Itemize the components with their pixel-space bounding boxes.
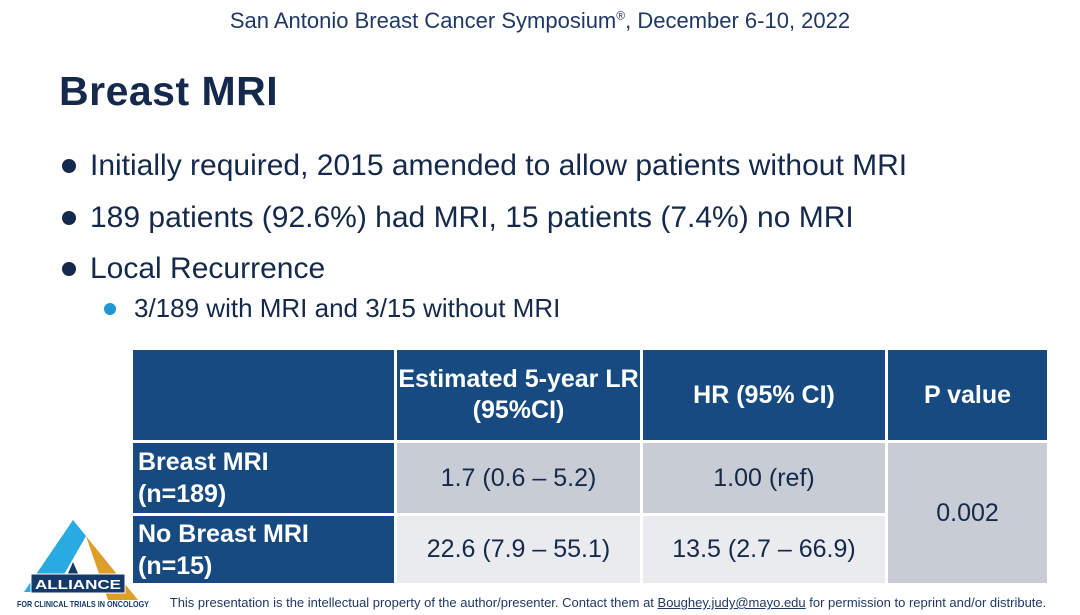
results-table: Estimated 5-year LR (95%CI) HR (95% CI) … <box>130 347 1050 586</box>
table-header-pvalue: P value <box>885 347 1050 443</box>
table-header-hr: HR (95% CI) <box>640 347 888 443</box>
p-value-cell: 0.002 <box>885 440 1050 586</box>
bullet-icon <box>62 262 76 276</box>
row-label-no-breast-mri: No Breast MRI (n=15) <box>130 513 397 586</box>
bullet-item-local-recurrence: Local Recurrence <box>62 252 325 286</box>
table-header-row: Estimated 5-year LR (95%CI) HR (95% CI) … <box>130 347 1050 443</box>
logo-tagline: FOR CLINICAL TRIALS IN ONCOLOGY <box>17 599 149 609</box>
logo-name: ALLIANCE <box>35 577 121 592</box>
bullet-text: Initially required, 2015 amended to allo… <box>90 149 908 182</box>
lr-value-no-breast-mri: 22.6 (7.9 – 55.1) <box>394 513 643 586</box>
bullet-text: Local Recurrence <box>90 252 326 285</box>
page-title: Breast MRI <box>59 68 279 114</box>
lr-value-breast-mri: 1.7 (0.6 – 5.2) <box>394 440 643 516</box>
logo-banner <box>30 573 126 594</box>
contact-email-link[interactable]: Boughey.judy@mayo.edu <box>657 595 806 610</box>
bullet-item-mri-requirement: Initially required, 2015 amended to allo… <box>62 149 907 183</box>
footer-text-pre: This presentation is the intellectual pr… <box>169 595 658 610</box>
table-row-no-breast-mri: No Breast MRI (n=15) 22.6 (7.9 – 55.1) 1… <box>130 513 1049 586</box>
table-header-estimated-lr: Estimated 5-year LR (95%CI) <box>394 347 643 443</box>
hr-value-no-breast-mri: 13.5 (2.7 – 66.9) <box>640 513 888 586</box>
conference-name: San Antonio Breast Cancer Symposium <box>229 8 617 33</box>
bullet-text: 189 patients (92.6%) had MRI, 15 patient… <box>90 201 854 234</box>
registered-trademark-mark: ® <box>616 8 626 23</box>
sub-bullet-item-recurrence-counts: 3/189 with MRI and 3/15 without MRI <box>104 293 560 324</box>
footer-disclaimer: This presentation is the intellectual pr… <box>140 595 1076 610</box>
footer-text-post: for permission to reprint and/or distrib… <box>805 595 1047 610</box>
bullet-icon <box>62 211 76 225</box>
row-label-breast-mri: Breast MRI (n=189) <box>130 440 397 516</box>
table-row-breast-mri: Breast MRI (n=189) 1.7 (0.6 – 5.2) 1.00 … <box>130 440 1050 586</box>
conference-header: San Antonio Breast Cancer Symposium®, De… <box>0 8 1080 34</box>
table-header-empty <box>130 347 397 443</box>
bullet-icon <box>62 159 76 173</box>
sub-bullet-icon <box>104 302 116 315</box>
bullet-item-patient-counts: 189 patients (92.6%) had MRI, 15 patient… <box>62 201 854 235</box>
hr-value-breast-mri: 1.00 (ref) <box>640 440 888 516</box>
sub-bullet-text: 3/189 with MRI and 3/15 without MRI <box>134 293 561 323</box>
conference-dates: , December 6-10, 2022 <box>625 8 851 33</box>
alliance-logo: ALLIANCE FOR CLINICAL TRIALS IN ONCOLOGY <box>17 520 149 609</box>
